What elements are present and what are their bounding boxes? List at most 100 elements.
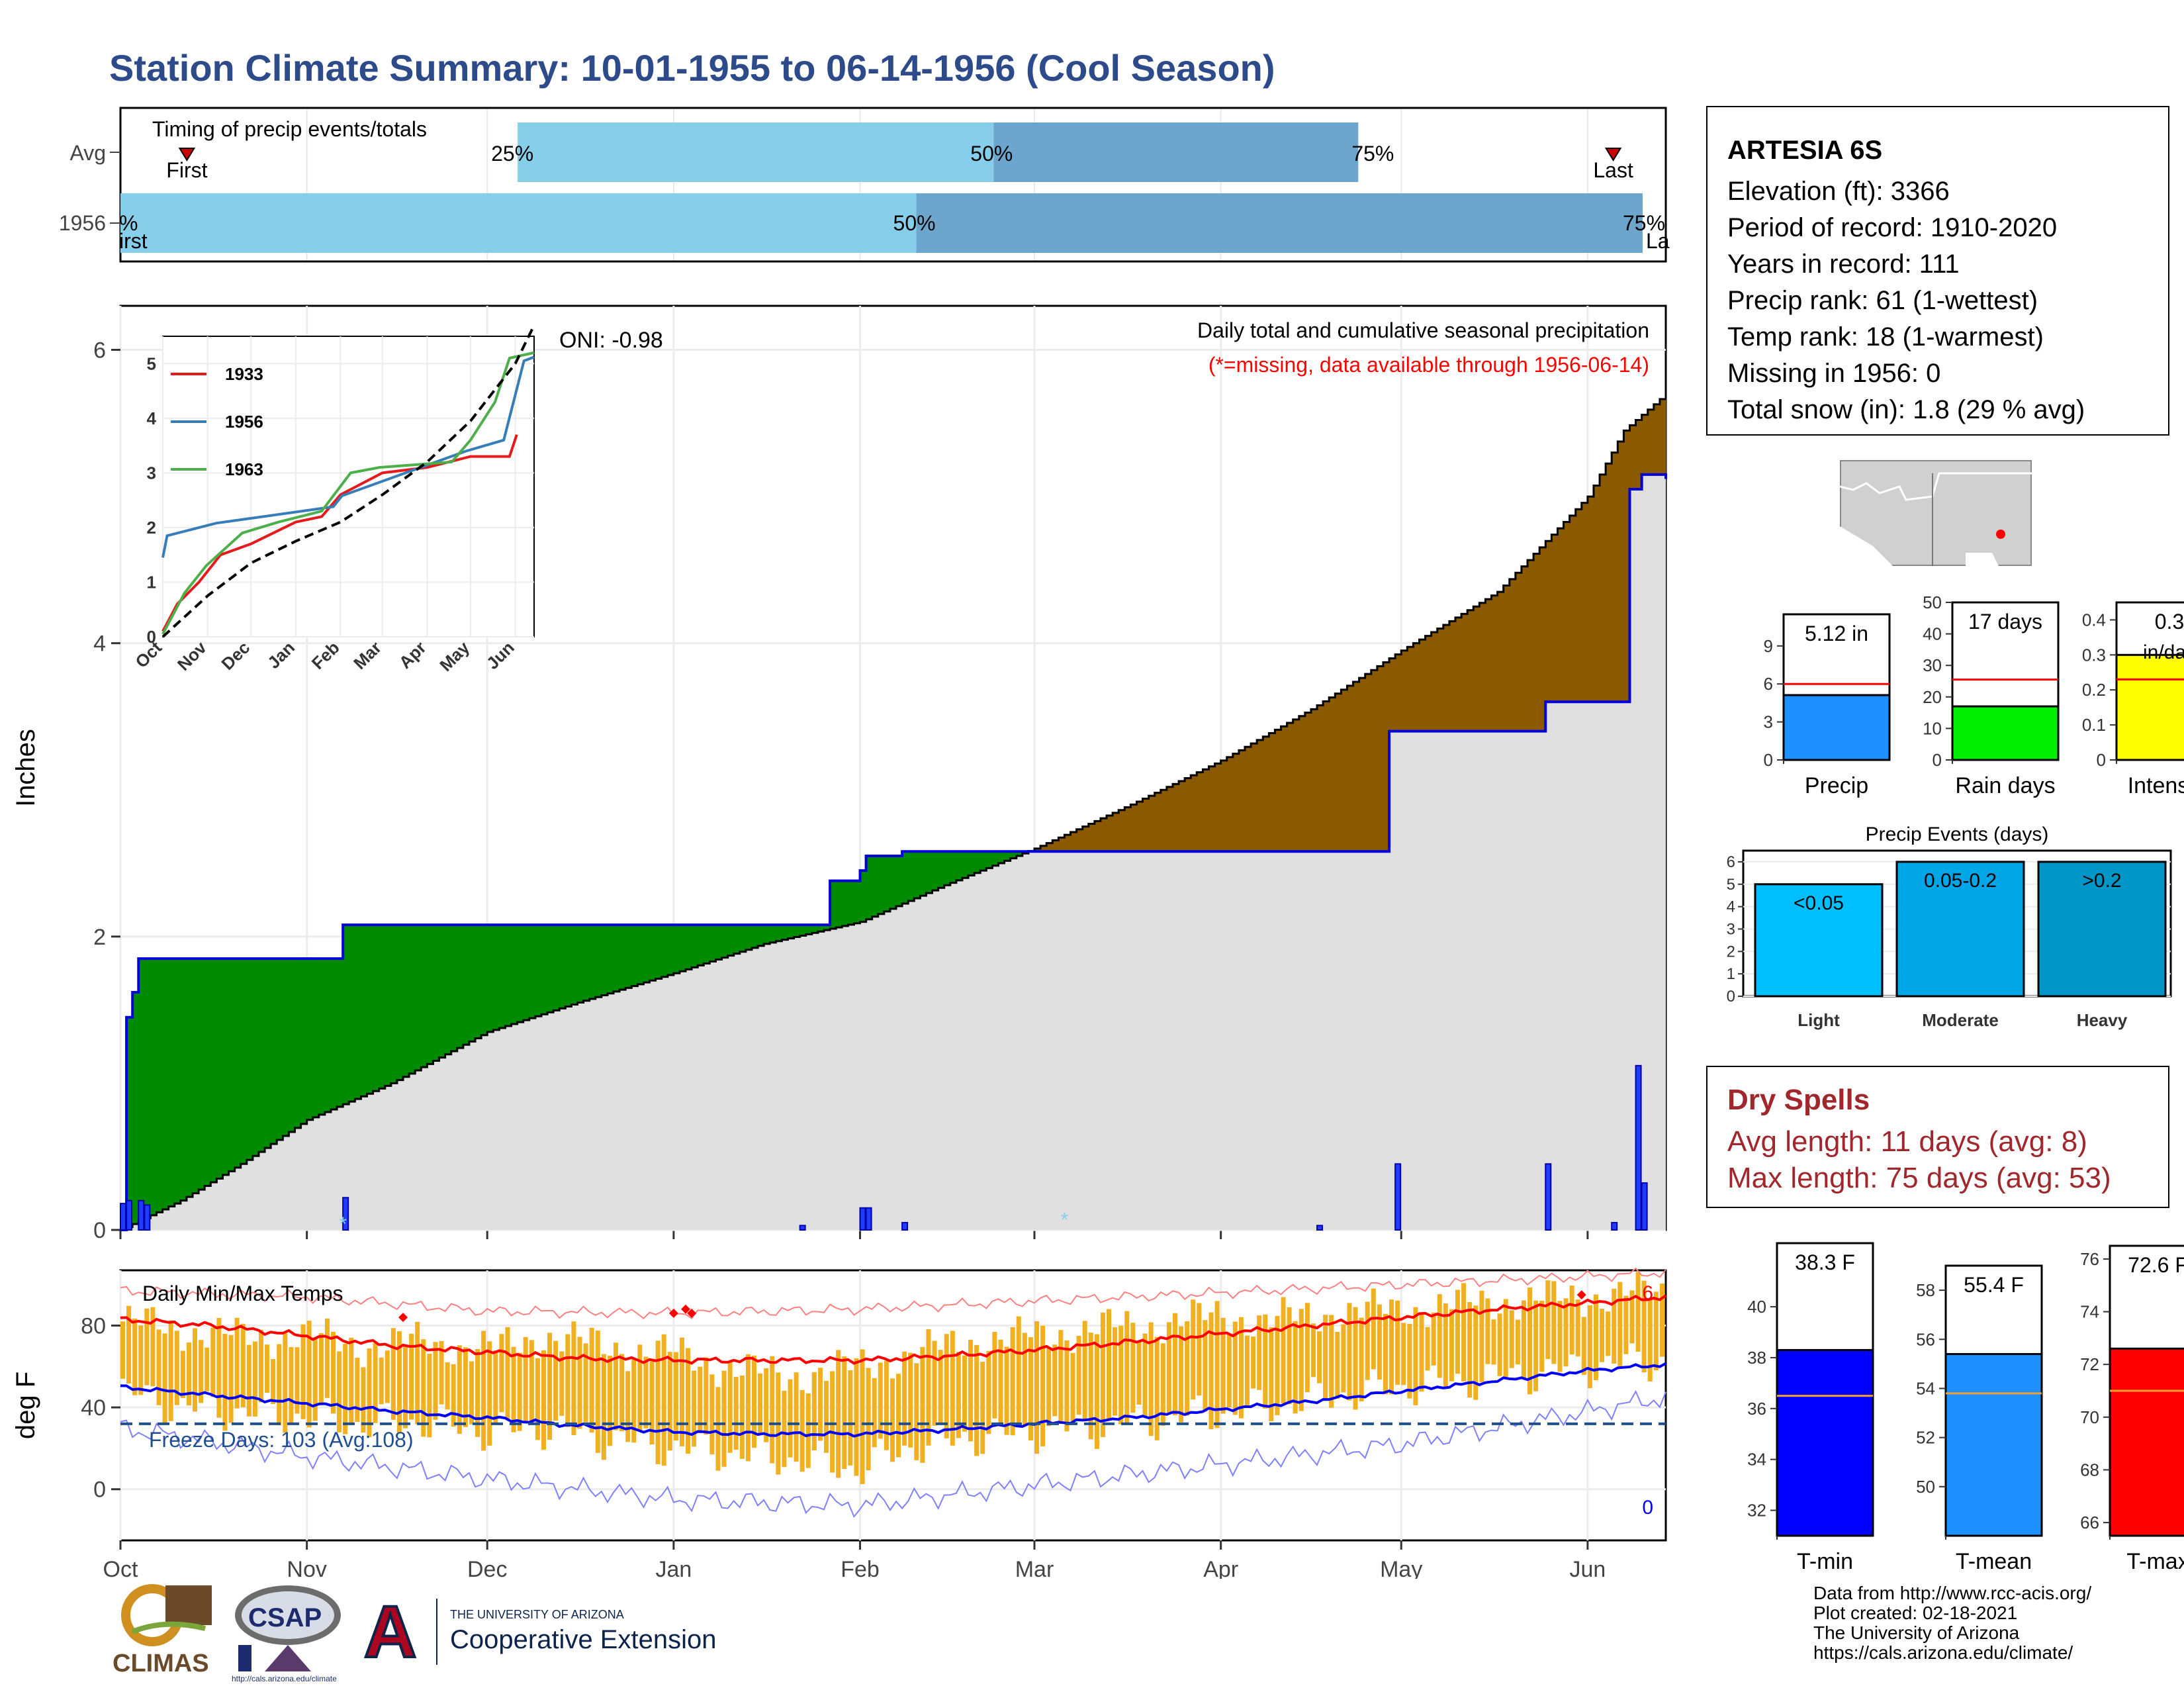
daily-temp-bar	[433, 1342, 438, 1420]
daily-temp-bar	[457, 1345, 462, 1434]
surplus-area	[667, 925, 674, 975]
daily-temp-bar	[1527, 1288, 1533, 1395]
deficit-area	[1166, 786, 1173, 852]
surplus-area	[704, 925, 710, 964]
surplus-area	[727, 925, 735, 956]
daily-temp-bar	[631, 1358, 637, 1443]
daily-temp-bar	[1113, 1327, 1118, 1416]
record-high-marker	[1576, 1290, 1586, 1300]
daily-temp-bar	[1022, 1333, 1027, 1425]
surplus-area	[234, 959, 242, 1168]
daily-temp-bar	[1521, 1300, 1526, 1379]
daily-temp-bar	[1569, 1286, 1574, 1355]
surplus-area	[794, 925, 801, 937]
daily-temp-bar	[1449, 1309, 1454, 1382]
avg-p25-label: 25%	[491, 142, 533, 165]
surplus-area	[186, 959, 193, 1197]
temp-x-tick-label: Dec	[467, 1557, 507, 1579]
surplus-area	[180, 959, 187, 1201]
dry-spells-avg: Avg length: 11 days (avg: 8)	[1727, 1125, 2087, 1158]
daily-precip-bar	[342, 1197, 349, 1231]
avg-max-line	[120, 1294, 1667, 1365]
deficit-area	[1659, 399, 1666, 475]
surplus-area	[770, 925, 776, 943]
daily-temp-bar	[1443, 1303, 1448, 1387]
inset-y-tick-label: 1	[147, 572, 156, 592]
surplus-area	[271, 959, 277, 1145]
deficit-area	[1094, 821, 1101, 852]
surplus-area	[150, 959, 158, 1215]
surplus-area	[643, 925, 651, 983]
station-info-box: ARTESIA 6S Elevation (ft): 3366 Period of…	[1706, 106, 2169, 436]
daily-temp-bar	[396, 1331, 402, 1433]
surplus-area	[715, 925, 723, 960]
missing-mark: *	[1061, 1209, 1069, 1231]
summary-value-label: 5.12 in	[1805, 622, 1868, 645]
deficit-area	[1329, 697, 1336, 852]
deficit-area	[1539, 547, 1546, 731]
daily-temp-bar	[1124, 1311, 1130, 1426]
deficit-area	[1245, 747, 1251, 852]
deficit-area	[1606, 463, 1612, 702]
daily-temp-bar	[168, 1320, 173, 1421]
daily-temp-bar	[469, 1361, 474, 1425]
summary-value-label: 38.3 F	[1795, 1250, 1855, 1274]
events-bar	[1754, 883, 1884, 998]
daily-temp-bar	[349, 1337, 354, 1425]
region-map	[1840, 460, 2032, 566]
deficit-area	[1623, 430, 1631, 702]
summary-x-label: T-mean	[1956, 1549, 2032, 1574]
deficit-area	[1226, 757, 1234, 852]
daily-temp-bar	[409, 1333, 414, 1420]
csap-url: http://cals.arizona.edu/climate	[232, 1674, 337, 1683]
daily-temp-bar	[324, 1318, 330, 1398]
precip-y-tick-label: 6	[93, 338, 106, 363]
deficit-area	[1293, 719, 1300, 852]
surplus-area	[523, 925, 530, 1021]
daily-temp-bar	[1238, 1317, 1244, 1419]
daily-temp-bar	[944, 1334, 949, 1438]
deficit-area	[1136, 801, 1144, 852]
summary-y-tick-label: 40	[1747, 1297, 1766, 1317]
deficit-area	[1515, 573, 1522, 731]
daily-temp-bar	[1304, 1303, 1310, 1393]
summary-y-tick-label: 6	[1764, 674, 1773, 694]
surplus-area	[739, 925, 747, 952]
surplus-area	[216, 959, 224, 1179]
surplus-area	[884, 855, 891, 912]
summary-y-tick-label: 32	[1747, 1501, 1766, 1521]
daily-temp-bar	[938, 1350, 943, 1425]
daily-temp-bar	[704, 1357, 709, 1435]
summary-value-label: 72.6 F	[2128, 1253, 2184, 1277]
daily-temp-bar	[733, 1376, 739, 1450]
deficit-area	[1437, 628, 1444, 731]
surplus-area	[385, 925, 392, 1086]
daily-temp-bar	[265, 1344, 270, 1393]
deficit-area	[1257, 739, 1263, 852]
record-high-line	[120, 1267, 1666, 1320]
normal-area	[120, 474, 1666, 1230]
surplus-area	[361, 925, 368, 1097]
surplus-area	[547, 925, 554, 1013]
temp-y-tick-label: 0	[93, 1477, 106, 1503]
daily-temp-bar	[330, 1331, 336, 1414]
temp-y-tick-label: 80	[81, 1313, 106, 1338]
ua-logo: A THE UNIVERSITY OF ARIZONA Cooperative …	[361, 1590, 716, 1674]
ua-letter: A	[364, 1591, 416, 1673]
daily-temp-bar	[1329, 1315, 1334, 1408]
daily-temp-bar	[283, 1333, 288, 1433]
daily-temp-bar	[758, 1373, 763, 1435]
deficit-area	[1076, 829, 1083, 852]
deficit-area	[1335, 693, 1342, 852]
climas-text: CLIMAS	[113, 1650, 209, 1677]
deficit-area	[1148, 796, 1156, 852]
daily-temp-bar	[289, 1347, 294, 1423]
deficit-area	[1160, 790, 1167, 852]
daily-precip-bar	[901, 1221, 909, 1231]
daily-temp-bar	[860, 1349, 865, 1484]
deficit-area	[1431, 632, 1438, 731]
surplus-area	[565, 925, 572, 1007]
daily-temp-bar	[1539, 1300, 1545, 1372]
inset-series-line	[161, 434, 518, 632]
deficit-area	[1467, 610, 1474, 731]
